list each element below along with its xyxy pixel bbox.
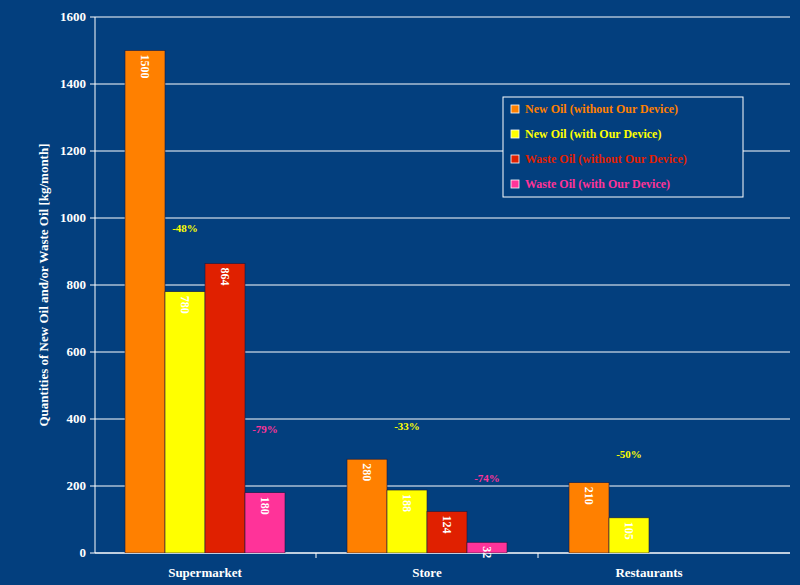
- category-tick: [538, 553, 539, 558]
- data-label: 280: [360, 463, 374, 481]
- grid-line: [95, 285, 790, 286]
- annotation: -48%: [172, 222, 198, 234]
- chart-svg: 0 200 400 600 800 1000 1200 1400 1600 Quantities …: [0, 0, 800, 585]
- tick-mark: [90, 553, 95, 554]
- y-axis: [95, 17, 96, 553]
- data-label: 32: [480, 546, 494, 558]
- annotation: -33%: [394, 420, 420, 432]
- bar: [347, 459, 387, 553]
- tick-mark: [90, 419, 95, 420]
- tick-mark: [90, 151, 95, 152]
- legend-swatch: [511, 105, 519, 113]
- tick-label: 1000: [60, 210, 86, 225]
- data-label: 1500: [138, 55, 152, 79]
- data-label: 180: [258, 497, 272, 515]
- bar: [569, 483, 609, 553]
- y-axis-label: Quantities of New Oil and/or Waste Oil […: [36, 143, 51, 426]
- legend-box: [503, 97, 743, 197]
- legend-label: Waste Oil (with Our Device): [525, 177, 670, 191]
- data-label: 780: [178, 296, 192, 314]
- data-label: 188: [400, 494, 414, 512]
- annotation: -79%: [252, 423, 278, 435]
- chart-container: 0 200 400 600 800 1000 1200 1400 1600 Quantities …: [0, 0, 800, 585]
- legend-label: New Oil (without Our Device): [525, 102, 678, 116]
- tick-mark: [90, 218, 95, 219]
- tick-mark: [90, 17, 95, 18]
- legend-swatch: [511, 180, 519, 188]
- annotation: -74%: [474, 472, 500, 484]
- data-label: 105: [622, 522, 636, 540]
- tick-label: 1600: [60, 9, 86, 24]
- bar: [165, 292, 205, 553]
- tick-mark: [90, 486, 95, 487]
- tick-mark: [90, 352, 95, 353]
- tick-label: 200: [67, 478, 87, 493]
- tick-mark: [90, 285, 95, 286]
- data-label: 124: [440, 515, 454, 533]
- legend-label: Waste Oil (without Our Device): [525, 152, 687, 166]
- bar: [609, 518, 649, 553]
- category-tick: [316, 553, 317, 558]
- background: [0, 0, 800, 585]
- bar: [205, 264, 245, 553]
- tick-mark: [90, 84, 95, 85]
- bar: [245, 493, 285, 553]
- tick-label: 800: [67, 277, 87, 292]
- grid-line: [95, 17, 790, 18]
- category-label: Store: [412, 565, 442, 580]
- bar: [427, 511, 467, 553]
- data-label: 210: [582, 487, 596, 505]
- annotation: -50%: [616, 448, 642, 460]
- bar: [387, 490, 427, 553]
- bar: [125, 51, 165, 554]
- tick-label: 400: [67, 411, 87, 426]
- legend-label: New Oil (with Our Device): [525, 127, 661, 141]
- legend-swatch: [511, 130, 519, 138]
- legend: New Oil (without Our Device) New Oil (wit…: [503, 97, 743, 197]
- category-label: Supermarket: [168, 565, 242, 580]
- category-label: Restaurants: [615, 565, 682, 580]
- tick-label: 1200: [60, 143, 86, 158]
- tick-label: 0: [80, 545, 87, 560]
- legend-swatch: [511, 155, 519, 163]
- tick-label: 600: [67, 344, 87, 359]
- tick-label: 1400: [60, 76, 86, 91]
- grid-line: [95, 218, 790, 219]
- grid-line: [95, 84, 790, 85]
- data-label: 864: [218, 268, 232, 286]
